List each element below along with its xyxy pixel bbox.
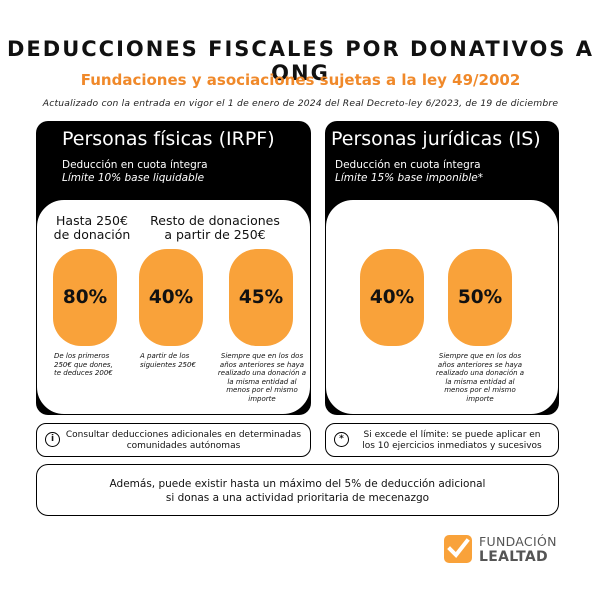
logo-text-line2: LEALTAD (479, 549, 548, 565)
info-communities-line1: Consultar deducciones adicionales en det… (65, 430, 302, 440)
is-note-50-line4: la misma entidad al (445, 377, 515, 386)
is-note-50-line3: realizado una donación a (435, 369, 525, 377)
irpf-note-40-line2: siguientes 250€ (140, 360, 196, 369)
irpf-note-80-line2: 250€ que dones, (54, 360, 113, 369)
asterisk-icon: * (334, 432, 349, 447)
irpf-note-45-line3: realizado una donación a (217, 369, 307, 377)
irpf-col2-heading: Resto de donaciones a partir de 250€ (141, 214, 289, 242)
is-description: Deducción en cuota íntegra Límite 15% ba… (335, 159, 483, 185)
info-communities-line2: comunidades autónomas (126, 441, 241, 451)
info-limit-line2: los 10 ejercicios inmediatos y sucesivos (362, 441, 542, 451)
irpf-pill-45: 45% (229, 249, 293, 346)
is-panel: Personas jurídicas (IS) Deducción en cuo… (325, 121, 559, 415)
irpf-note-45-line1: Siempre que en los dos (220, 352, 304, 360)
is-pill-40: 40% (360, 249, 424, 346)
additional-deduction-line2: si donas a una actividad prioritaria de … (165, 492, 430, 504)
info-box-limit: * Si excede el límite: se puede aplicar … (325, 423, 559, 457)
is-note-50-line6: importe (466, 394, 494, 403)
page-title: DEDUCCIONES FISCALES POR DONATIVOS A ONG (7, 37, 594, 85)
irpf-note-40: A partir de los siguientes 250€ (140, 352, 208, 369)
irpf-col1-heading-line2: de donación (53, 227, 131, 242)
is-note-50-line5: menos por el mismo (444, 386, 516, 394)
irpf-deduction: Deducción en cuota íntegra (62, 159, 208, 171)
is-deduction: Deducción en cuota íntegra (335, 159, 481, 171)
irpf-note-40-line1: A partir de los (140, 352, 190, 360)
irpf-note-80: De los primeros 250€ que dones, te deduc… (54, 352, 120, 378)
is-limit: Límite 15% base imponible* (335, 172, 483, 184)
irpf-content: Hasta 250€ de donación Resto de donacion… (36, 199, 311, 415)
irpf-panel: Personas físicas (IRPF) Deducción en cuo… (36, 121, 311, 415)
irpf-pill-80: 80% (53, 249, 117, 346)
info-limit-text: Si excede el límite: se puede aplicar en… (352, 430, 552, 452)
irpf-col1-heading-line1: Hasta 250€ (56, 213, 128, 228)
additional-deduction-box: Además, puede existir hasta un máximo de… (36, 464, 559, 516)
is-note-50-line2: años anteriores se haya (437, 360, 523, 369)
check-mark-logo-icon (444, 535, 472, 563)
info-icon: i (45, 432, 60, 447)
irpf-note-45-line6: importe (248, 394, 276, 403)
irpf-note-45: Siempre que en los dos años anteriores s… (217, 352, 307, 403)
is-note-50-line1: Siempre que en los dos (438, 352, 522, 360)
additional-deduction-line1: Además, puede existir hasta un máximo de… (109, 478, 486, 490)
irpf-title: Personas físicas (IRPF) (62, 128, 275, 150)
info-limit-line1: Si excede el límite: se puede aplicar en (363, 430, 541, 440)
irpf-note-45-line5: menos por el mismo (226, 386, 298, 394)
additional-deduction-text: Además, puede existir hasta un máximo de… (37, 477, 558, 505)
is-content: 40% 50% Siempre que en los dos años ante… (325, 199, 559, 415)
is-pill-50: 50% (448, 249, 512, 346)
info-communities-text: Consultar deducciones adicionales en det… (63, 430, 304, 452)
is-note-50: Siempre que en los dos años anteriores s… (435, 352, 525, 403)
irpf-note-45-line4: la misma entidad al (227, 377, 297, 386)
update-note: Actualizado con la entrada en vigor el 1… (42, 98, 559, 109)
irpf-col2-heading-line1: Resto de donaciones (150, 213, 280, 228)
irpf-description: Deducción en cuota íntegra Límite 10% ba… (62, 159, 208, 185)
is-title: Personas jurídicas (IS) (331, 128, 541, 150)
irpf-col1-heading: Hasta 250€ de donación (47, 214, 137, 242)
irpf-limit: Límite 10% base liquidable (62, 172, 205, 184)
info-box-communities: i Consultar deducciones adicionales en d… (36, 423, 311, 457)
irpf-pill-40: 40% (139, 249, 203, 346)
fundacion-lealtad-logo: FUNDACIÓN LEALTAD (443, 532, 563, 568)
irpf-col2-heading-line2: a partir de 250€ (164, 227, 266, 242)
irpf-note-45-line2: años anteriores se haya (219, 360, 305, 369)
irpf-note-80-line3: te deduces 200€ (54, 369, 113, 377)
page-subtitle: Fundaciones y asociaciones sujetas a la … (80, 71, 521, 89)
logo-text-line1: FUNDACIÓN (479, 534, 557, 549)
irpf-note-80-line1: De los primeros (54, 352, 110, 360)
